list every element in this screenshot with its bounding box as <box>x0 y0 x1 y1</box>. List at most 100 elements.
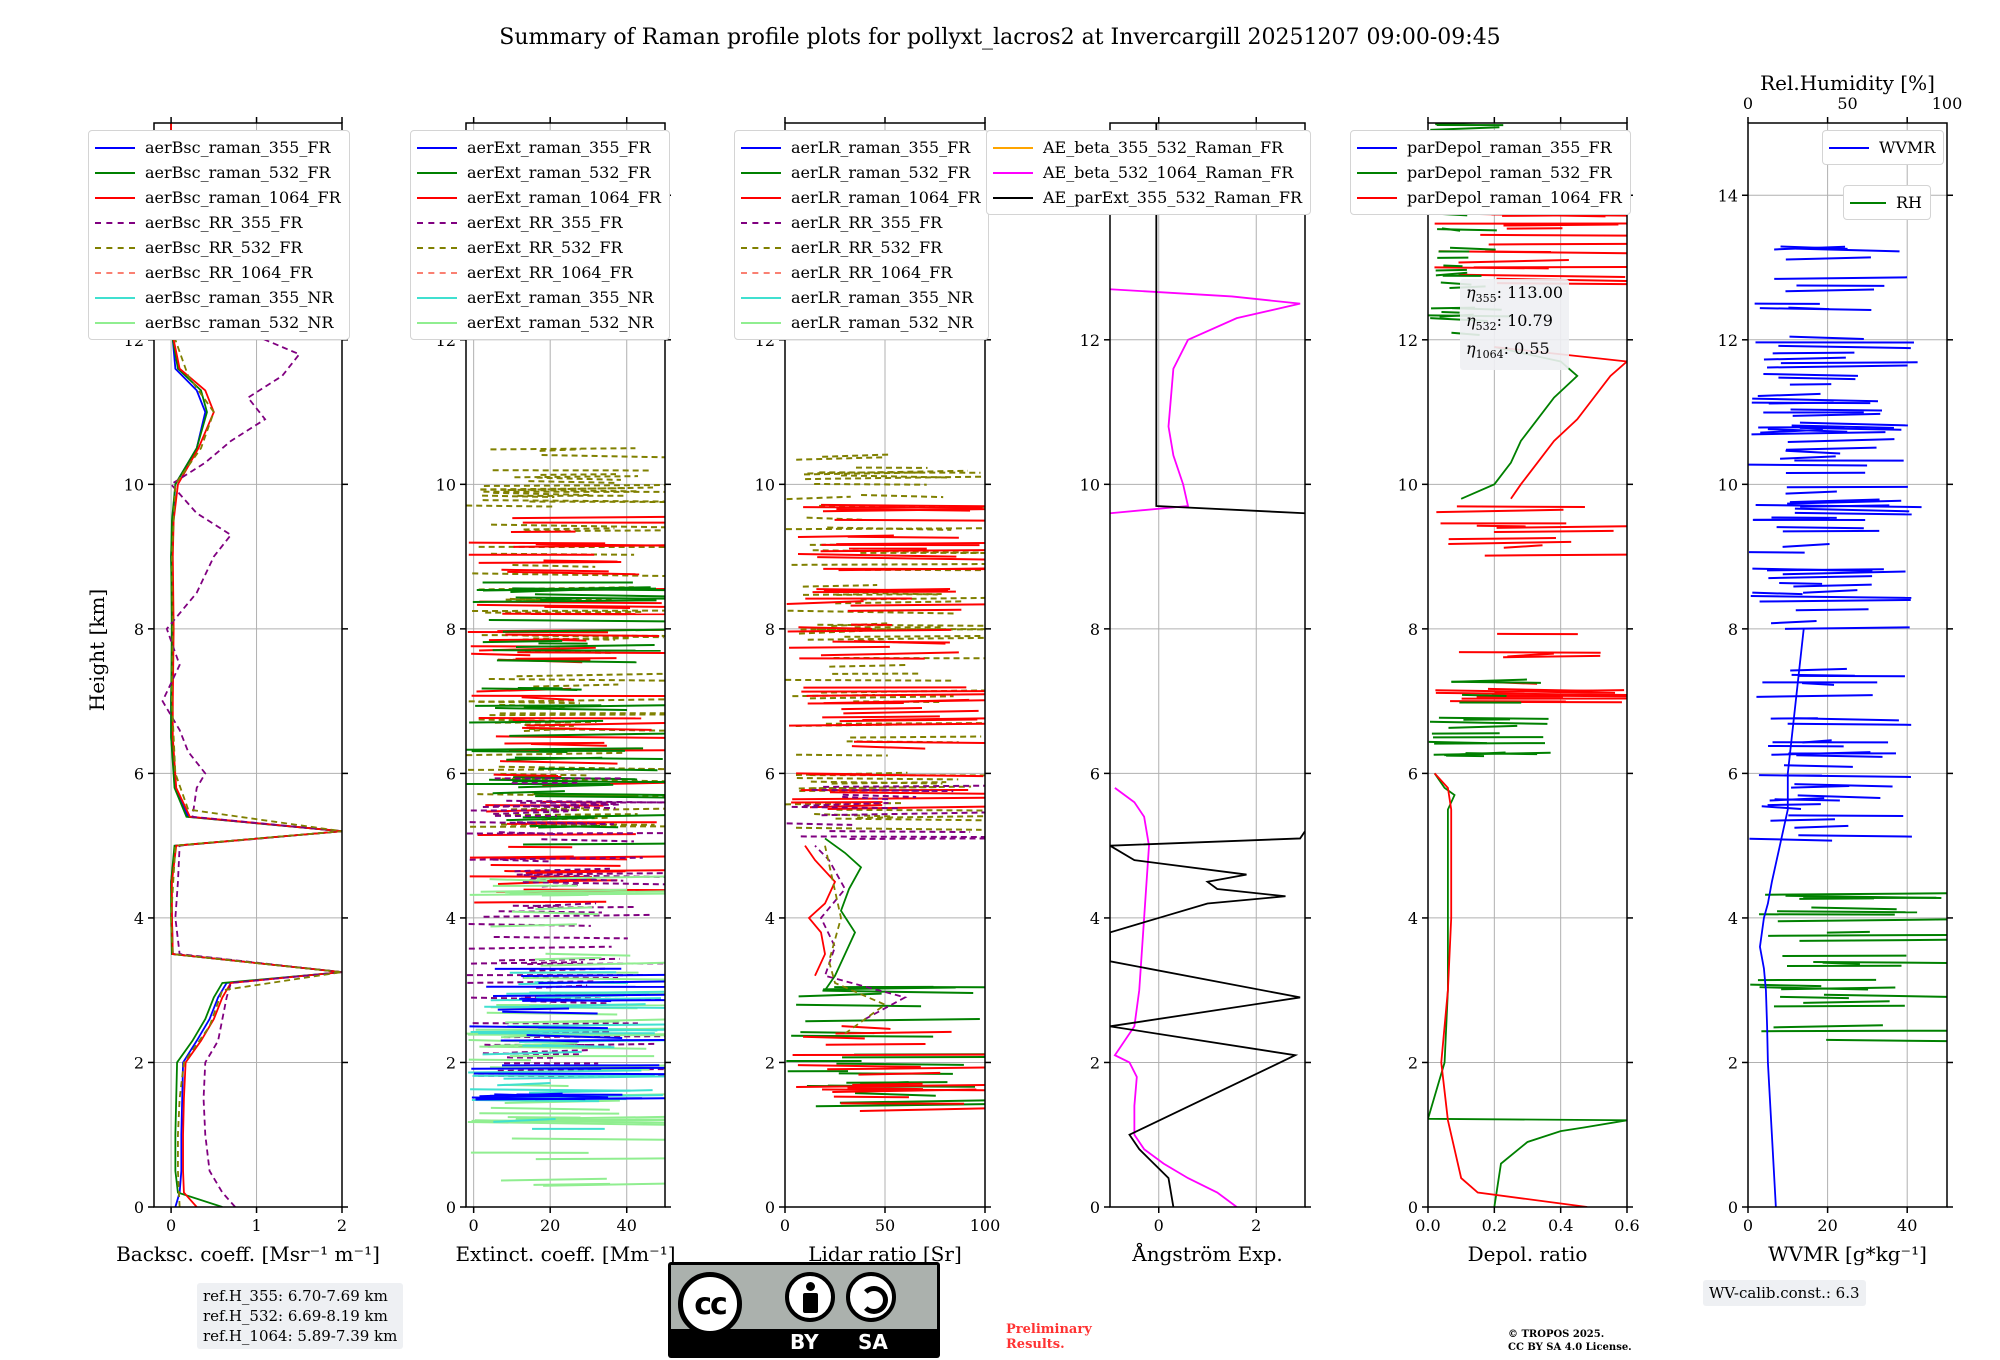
panel-data <box>1748 245 1947 1207</box>
noise-line-green <box>1773 1004 1905 1008</box>
noise-line-red <box>504 741 605 745</box>
legend-swatch <box>417 146 457 149</box>
preliminary-line-1: Preliminary <box>1006 1322 1092 1337</box>
noise-line-olive <box>472 572 665 578</box>
preliminary-label: Preliminary Results. <box>1006 1322 1092 1352</box>
noise-line-green <box>1750 983 1822 988</box>
y-tick-label: 8 <box>1408 620 1418 639</box>
noise-line-red <box>823 587 951 592</box>
legend-swatch <box>1850 201 1886 204</box>
series-line-RH <box>1946 1202 1947 1207</box>
series-line-AE_beta_532_1064_Raman_FR_upper <box>1110 288 1301 515</box>
x-tick-label: 0.2 <box>1482 1216 1507 1235</box>
noise-line-purple <box>541 838 634 843</box>
copyright-line-2: CC BY SA 4.0 License. <box>1508 1342 1632 1353</box>
noise-line-green <box>488 618 665 623</box>
noise-line-red <box>787 628 952 633</box>
x-tick-label: 0.4 <box>1548 1216 1573 1235</box>
noise-line-olive <box>861 494 944 499</box>
noise-line-purple <box>516 872 665 876</box>
noise-line-green <box>535 795 665 799</box>
legend-swatch <box>95 196 135 199</box>
y-tick-label: 4 <box>1090 909 1100 928</box>
noise-line-red <box>834 518 985 522</box>
noise-line-blue <box>1799 421 1908 427</box>
noise-line-lightgreen <box>489 878 548 882</box>
noise-line-red <box>507 570 640 576</box>
eta-1064: η1064: 0.55 <box>1466 339 1550 362</box>
noise-line-red <box>490 855 665 860</box>
noise-line-olive <box>862 591 938 596</box>
noise-line-olive <box>822 453 890 458</box>
x-axis-label: Ångström Exp. <box>1131 1241 1282 1266</box>
noise-line-blue <box>1787 438 1895 443</box>
legend-entry: aerLR_RR_355_FR <box>741 210 980 235</box>
noise-line-green <box>492 790 565 795</box>
noise-line-green <box>1434 742 1546 745</box>
legend-entry: aerLR_RR_1064_FR <box>741 260 980 285</box>
noise-line-green <box>538 824 601 829</box>
noise-line-red <box>789 722 985 727</box>
legend-swatch <box>417 196 457 199</box>
x-axis-label: Extinct. coeff. [Mm⁻¹] <box>455 1242 675 1266</box>
noise-line-olive <box>802 584 878 588</box>
legend-entry: aerBsc_raman_532_FR <box>95 160 341 185</box>
y-tick-label: 0 <box>134 1198 144 1217</box>
noise-line-blue <box>526 1034 623 1039</box>
x-tick-label: 40 <box>617 1216 637 1235</box>
series-line-parDepol_raman_532_FR <box>1428 772 1627 1207</box>
noise-line-red <box>1480 233 1627 237</box>
noise-line-red <box>1436 508 1564 514</box>
panel-frame <box>1427 122 1628 1208</box>
noise-line-olive <box>844 635 983 638</box>
y-tick-label: 10 <box>755 475 775 494</box>
noise-line-green <box>1777 910 1918 914</box>
x-axis-label: WVMR [g*kg⁻¹] <box>1768 1242 1927 1266</box>
legend-swatch <box>1357 196 1397 199</box>
noise-line-green <box>1435 268 1467 272</box>
noise-line-cyan <box>484 1005 665 1009</box>
share-alike-icon <box>846 1272 896 1322</box>
noise-line-olive <box>491 523 665 529</box>
noise-line-olive <box>501 777 665 783</box>
noise-line-lightgreen <box>490 1106 610 1111</box>
noise-line-lightgreen <box>500 1177 607 1182</box>
noise-line-red <box>488 638 577 642</box>
legend-label: RH <box>1896 193 1922 212</box>
noise-line-cyan <box>528 1089 653 1094</box>
noise-line-red <box>797 552 957 558</box>
series-line-aerLR_RR_355_FR <box>814 845 908 1020</box>
legend-swatch <box>417 271 457 274</box>
legend-swatch <box>741 196 781 199</box>
wv-calib-text: WV-calib.const.: 6.3 <box>1709 1284 1860 1302</box>
legend-label: aerExt_RR_532_FR <box>467 238 623 257</box>
x-axis-label: Backsc. coeff. [Msr⁻¹ m⁻¹] <box>116 1242 380 1266</box>
noise-line-purple <box>803 801 889 807</box>
noise-line-blue <box>1774 245 1846 251</box>
legend-entry: RH <box>1850 190 1922 215</box>
noise-line-green <box>1768 933 1947 937</box>
legend-swatch <box>741 271 781 274</box>
noise-line-blue <box>493 993 665 998</box>
wv-calib-box: WV-calib.const.: 6.3 <box>1703 1280 1866 1306</box>
noise-line-green <box>469 719 604 724</box>
x-axis-label: Depol. ratio <box>1468 1242 1588 1266</box>
noise-line-green <box>502 628 665 633</box>
noise-line-green <box>515 596 665 600</box>
legend-label: aerLR_raman_1064_FR <box>791 188 981 207</box>
noise-line-lightgreen <box>536 875 665 880</box>
noise-line-blue <box>1793 583 1872 588</box>
noise-line-red <box>1488 242 1627 246</box>
noise-line-olive <box>466 751 625 757</box>
noise-line-blue <box>1792 412 1881 417</box>
noise-line-purple <box>493 804 616 810</box>
noise-line-lightgreen <box>534 956 602 961</box>
noise-line-purple <box>823 784 985 788</box>
noise-line-blue <box>1785 288 1875 293</box>
noise-line-green <box>534 792 665 796</box>
x-top-axis-label: Rel.Humidity [%] <box>1760 71 1935 95</box>
legend-swatch <box>993 171 1033 174</box>
noise-line-olive <box>466 504 554 508</box>
legend-entry: aerExt_raman_355_FR <box>417 135 661 160</box>
noise-line-blue <box>500 1038 665 1042</box>
